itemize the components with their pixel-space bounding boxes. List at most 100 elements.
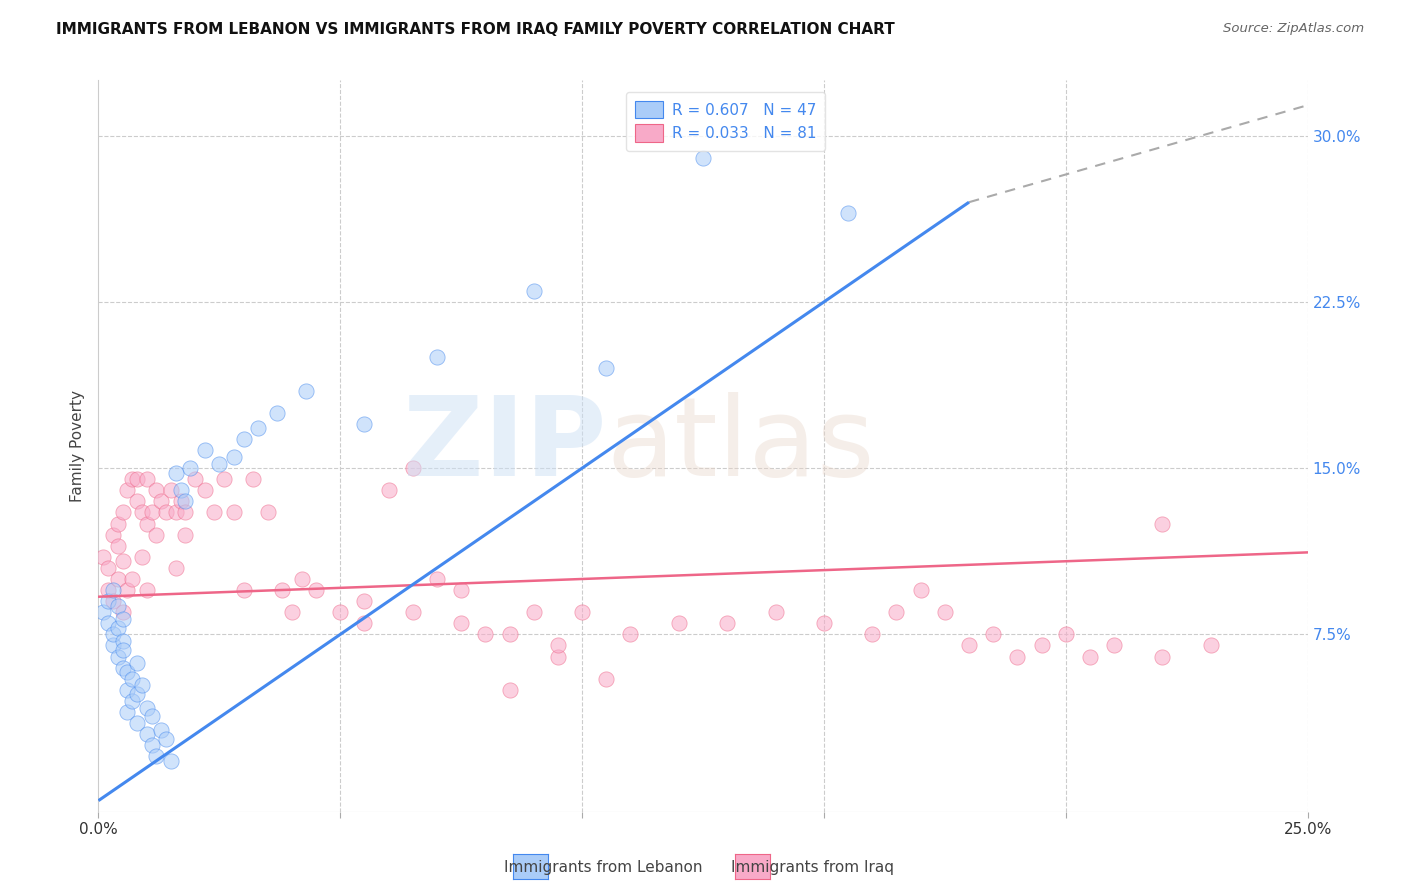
Point [212, 472, 235, 486]
Point [222, 506, 245, 520]
Point [1054, 627, 1077, 641]
Point [668, 616, 690, 631]
Point [107, 649, 129, 664]
Point [111, 506, 134, 520]
Point [155, 506, 177, 520]
Y-axis label: Family Poverty: Family Poverty [70, 390, 86, 502]
Point [1031, 639, 1053, 653]
Point [619, 627, 641, 641]
Point [523, 605, 546, 619]
Point [165, 561, 187, 575]
Point [150, 723, 173, 737]
Point [107, 599, 129, 613]
Point [981, 627, 1004, 641]
Point [184, 472, 207, 486]
Point [111, 643, 134, 657]
Point [141, 709, 163, 723]
Point [1199, 639, 1222, 653]
Point [160, 754, 183, 768]
Point [160, 483, 183, 498]
Text: Immigrants from Lebanon: Immigrants from Lebanon [505, 860, 703, 874]
Point [91, 605, 114, 619]
Point [111, 605, 134, 619]
Point [135, 583, 157, 598]
Text: Source: ZipAtlas.com: Source: ZipAtlas.com [1223, 22, 1364, 36]
Point [101, 627, 124, 641]
Point [1152, 649, 1174, 664]
Point [957, 639, 980, 653]
Point [295, 384, 318, 398]
Point [150, 494, 173, 508]
Point [117, 705, 139, 719]
Point [860, 627, 883, 641]
Point [353, 417, 375, 431]
Point [121, 672, 143, 686]
Point [107, 621, 129, 635]
Text: IMMIGRANTS FROM LEBANON VS IMMIGRANTS FROM IRAQ FAMILY POVERTY CORRELATION CHART: IMMIGRANTS FROM LEBANON VS IMMIGRANTS FR… [56, 22, 896, 37]
Point [97, 616, 120, 631]
Point [232, 583, 254, 598]
Point [117, 583, 139, 598]
Point [266, 406, 288, 420]
Point [450, 616, 472, 631]
Point [523, 284, 546, 298]
Point [353, 594, 375, 608]
Point [111, 634, 134, 648]
Point [204, 506, 226, 520]
Point [813, 616, 835, 631]
Point [97, 583, 120, 598]
Point [765, 605, 787, 619]
Point [1007, 649, 1029, 664]
Point [135, 727, 157, 741]
Point [174, 527, 197, 541]
Point [886, 605, 908, 619]
Point [450, 583, 472, 598]
Point [595, 672, 617, 686]
Point [135, 472, 157, 486]
Point [127, 657, 149, 671]
Point [571, 605, 593, 619]
Point [135, 516, 157, 531]
Point [247, 421, 270, 435]
Point [117, 483, 139, 498]
Point [145, 483, 167, 498]
Point [194, 443, 217, 458]
Point [281, 605, 304, 619]
Point [165, 466, 187, 480]
Point [426, 572, 449, 586]
Point [131, 678, 153, 692]
Text: Immigrants from Iraq: Immigrants from Iraq [731, 860, 894, 874]
Point [107, 572, 129, 586]
Point [135, 700, 157, 714]
Point [305, 583, 328, 598]
Point [1152, 516, 1174, 531]
Point [155, 731, 177, 746]
Point [353, 616, 375, 631]
Point [107, 539, 129, 553]
Point [290, 572, 312, 586]
Point [595, 361, 617, 376]
Point [271, 583, 294, 598]
Point [141, 506, 163, 520]
Point [131, 506, 153, 520]
Text: atlas: atlas [606, 392, 875, 500]
Point [174, 506, 197, 520]
Point [377, 483, 399, 498]
Point [194, 483, 217, 498]
Point [498, 682, 520, 697]
Point [111, 612, 134, 626]
Point [111, 554, 134, 568]
Point [910, 583, 932, 598]
Point [101, 527, 124, 541]
Point [208, 457, 231, 471]
Point [91, 549, 114, 564]
Point [256, 506, 278, 520]
Text: ZIP: ZIP [404, 392, 606, 500]
Point [474, 627, 496, 641]
Point [127, 687, 149, 701]
Point [127, 494, 149, 508]
Point [97, 594, 120, 608]
Point [179, 461, 201, 475]
Point [117, 665, 139, 679]
Point [117, 682, 139, 697]
